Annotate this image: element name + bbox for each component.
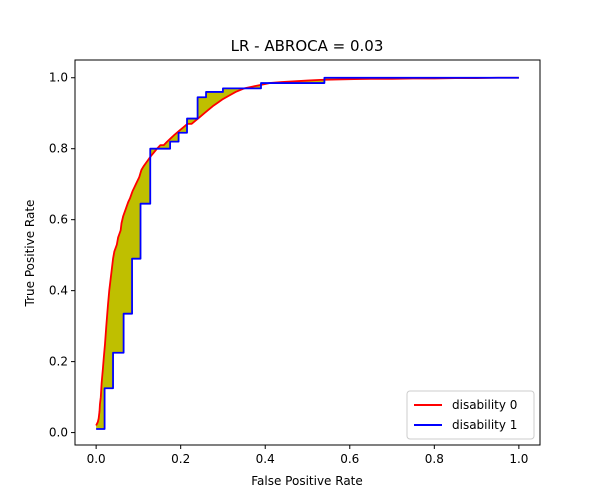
y-tick-label: 1.0 bbox=[49, 71, 68, 85]
plot-area bbox=[95, 76, 519, 430]
y-tick-label: 0.8 bbox=[49, 142, 68, 156]
legend: disability 0 disability 1 bbox=[406, 390, 535, 440]
legend-label-disability-1: disability 1 bbox=[452, 418, 517, 432]
x-tick-label: 0.2 bbox=[171, 452, 190, 466]
y-axis: 0.0 0.2 0.4 0.6 0.8 1.0 bbox=[49, 71, 75, 440]
y-tick-label: 0.2 bbox=[49, 355, 68, 369]
abroca-fill-region bbox=[96, 77, 519, 430]
legend-label-disability-0: disability 0 bbox=[452, 398, 517, 412]
x-tick-label: 0.6 bbox=[340, 452, 359, 466]
series-lines bbox=[95, 76, 519, 430]
series-line-disability-0 bbox=[95, 76, 519, 426]
legend-box bbox=[406, 390, 535, 440]
axes-frame bbox=[74, 59, 541, 446]
x-tick-label: 0.8 bbox=[425, 452, 444, 466]
x-tick-label: 1.0 bbox=[509, 452, 528, 466]
x-axis: 0.0 0.2 0.4 0.6 0.8 1.0 bbox=[87, 445, 528, 466]
x-tick-label: 0.4 bbox=[256, 452, 275, 466]
x-tick-label: 0.0 bbox=[87, 452, 106, 466]
y-axis-label: True Positive Rate bbox=[23, 200, 37, 308]
series-line-disability-1 bbox=[96, 76, 519, 430]
y-tick-label: 0.6 bbox=[49, 213, 68, 227]
x-axis-label: False Positive Rate bbox=[251, 474, 363, 488]
y-tick-label: 0.0 bbox=[49, 426, 68, 440]
y-tick-label: 0.4 bbox=[49, 284, 68, 298]
chart-title: LR - ABROCA = 0.03 bbox=[231, 37, 384, 55]
